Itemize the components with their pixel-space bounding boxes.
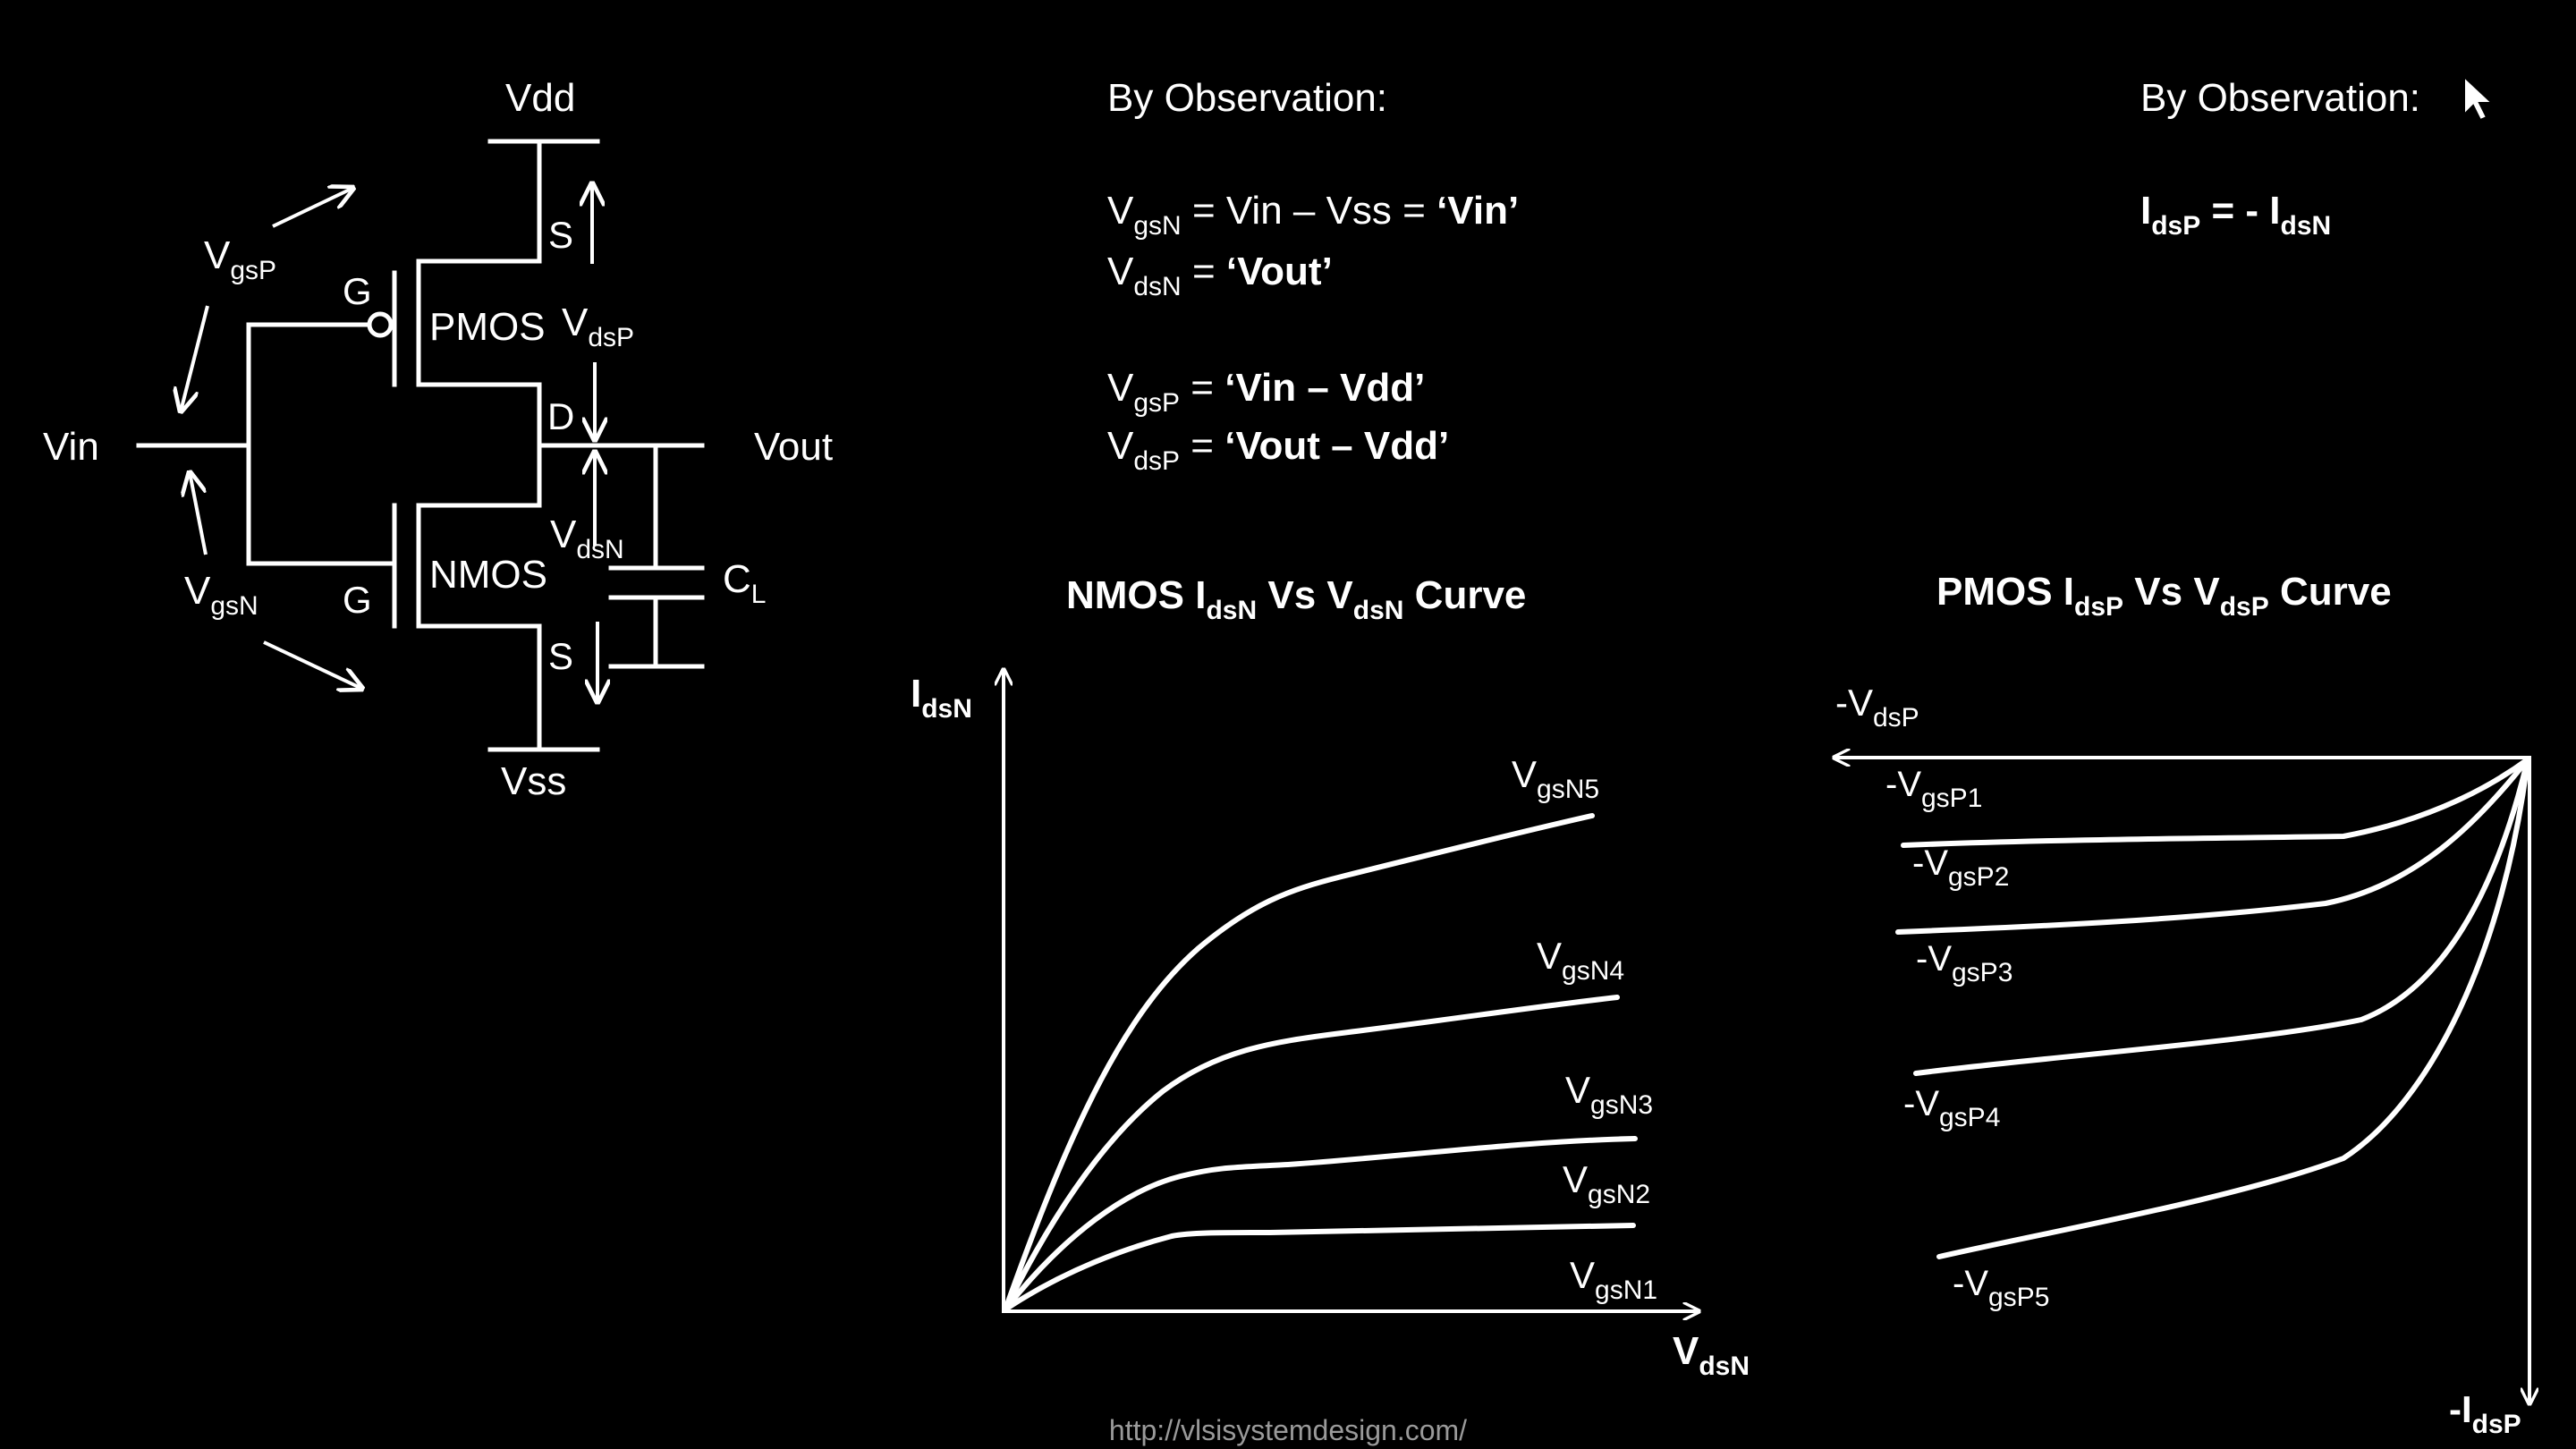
vgsp-label: VgsP [204, 233, 276, 285]
nmos-gate-label: G [343, 579, 372, 621]
mouse-pointer-icon [2463, 74, 2495, 122]
vgsp-down-arrow [181, 305, 209, 411]
nmos-chart: NMOS IdsN Vs VdsN Curve IdsN VdsN VgsN5 … [911, 573, 1750, 1381]
nmos-x-label: VdsN [1673, 1329, 1750, 1381]
vgsn-down-arrow [263, 640, 362, 689]
vin-label: Vin [43, 425, 99, 469]
pmos-source-label: S [548, 214, 573, 256]
pmos-label-vgsp5: -VgsP5 [1953, 1264, 2049, 1312]
equation-vgsp: VgsP = ‘Vin – Vdd’ [1107, 366, 1425, 418]
equation-vdsp: VdsP = ‘Vout – Vdd’ [1107, 424, 1449, 476]
nmos-curve-vgsn2 [1003, 1223, 1636, 1312]
pmos-gate-label: G [343, 270, 372, 312]
nmos-chart-title: NMOS IdsN Vs VdsN Curve [1066, 573, 1526, 625]
pmos-label: PMOS [429, 305, 546, 349]
nmos-label-vgsn5: VgsN5 [1512, 753, 1599, 804]
vdsp-label: VdsP [562, 301, 634, 352]
vdd-label: Vdd [505, 76, 575, 120]
nmos-label: NMOS [429, 553, 547, 597]
observation-left-heading: By Observation: [1107, 76, 1387, 120]
vss-label: Vss [501, 759, 566, 803]
nmos-curve-vgsn3 [1003, 1136, 1638, 1312]
nmos-curve-vgsn4 [1003, 995, 1620, 1312]
pmos-curve-vgsp2 [1895, 757, 2530, 935]
observation-right: By Observation: IdsP = - IdsN [2140, 74, 2495, 241]
nmos-curve-vgsn5 [1003, 813, 1595, 1312]
pmos-curve-vgsp1 [1901, 757, 2530, 848]
vdsn-label: VdsN [550, 513, 624, 564]
nmos-label-vgsn3: VgsN3 [1565, 1069, 1653, 1120]
pmos-label-vgsp3: -VgsP3 [1916, 939, 2012, 987]
nmos-label-vgsn1: VgsN1 [1570, 1254, 1657, 1305]
source-url: http://vlsisystemdesign.com/ [1109, 1414, 1467, 1446]
vgsp-up-arrow [272, 188, 353, 228]
observation-right-heading: By Observation: [2140, 76, 2420, 120]
cmos-inverter-circuit: Vdd Vss Vin Vout PMOS NMOS G G S D S Vgs… [43, 76, 833, 803]
vout-label: Vout [754, 425, 833, 469]
pmos-chart: PMOS IdsP Vs VdsP Curve -VdsP -IdsP -Vgs… [1834, 570, 2531, 1439]
vgsn-up-arrow [190, 472, 208, 555]
pmos-curve-vgsp3 [1913, 757, 2530, 1076]
pmos-curve-vgsp5 [1936, 757, 2530, 1259]
pmos-gate-bubble [367, 311, 394, 338]
pmos-y-label: -IdsP [2449, 1388, 2521, 1439]
pmos-x-label: -VdsP [1835, 682, 1919, 733]
nmos-label-vgsn2: VgsN2 [1563, 1158, 1650, 1209]
pmos-label-vgsp4: -VgsP4 [1903, 1084, 2000, 1132]
nmos-source-label: S [548, 635, 573, 677]
cl-label: CL [723, 557, 766, 609]
observation-left: By Observation: VgsN = Vin – Vss = ‘Vin’… [1107, 76, 1519, 476]
vgsn-label: VgsN [184, 569, 258, 621]
equation-idsp: IdsP = - IdsN [2140, 189, 2331, 241]
nmos-label-vgsn4: VgsN4 [1537, 935, 1624, 986]
pmos-label-vgsp2: -VgsP2 [1912, 843, 2009, 892]
equation-vgsn: VgsN = Vin – Vss = ‘Vin’ [1107, 189, 1519, 241]
pmos-chart-title: PMOS IdsP Vs VdsP Curve [1936, 570, 2392, 622]
nmos-y-label: IdsN [911, 672, 972, 724]
pmos-label-vgsp1: -VgsP1 [1885, 765, 1982, 813]
drain-label: D [547, 395, 574, 437]
equation-vdsn: VdsN = ‘Vout’ [1107, 250, 1333, 301]
